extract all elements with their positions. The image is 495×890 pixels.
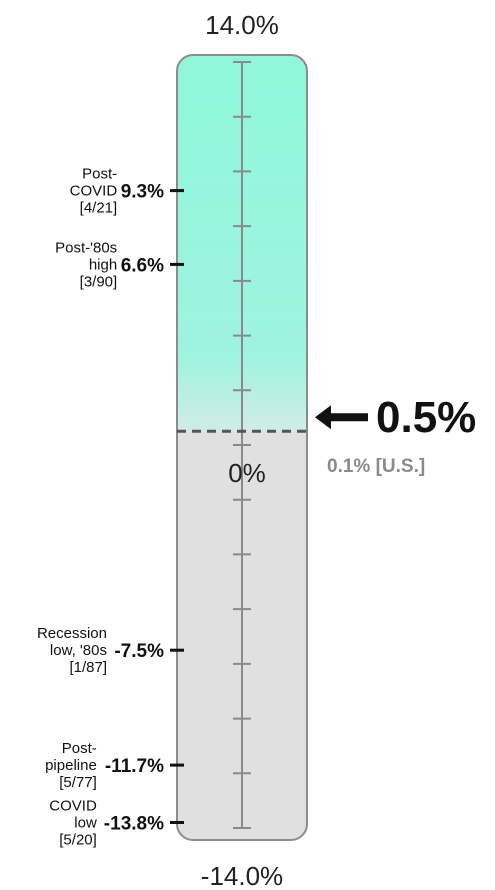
marker-note-line: pipeline: [45, 757, 97, 774]
marker-note-line: [1/87]: [69, 659, 107, 676]
max-label: 14.0%: [205, 10, 279, 40]
gauge-frame: [176, 54, 308, 841]
marker-note-line: [5/77]: [59, 774, 97, 791]
marker-note-line: [4/21]: [80, 200, 118, 217]
marker-note-line: COVID: [49, 798, 97, 815]
marker-note-line: [3/90]: [80, 273, 118, 290]
marker-labels: 9.3%Post-COVID[4/21]6.6%Post-'80shigh[3/…: [37, 166, 184, 849]
current-value-label: 0.5%: [376, 393, 476, 442]
marker-note-line: high: [89, 256, 117, 273]
marker-note-line: low, '80s: [50, 642, 107, 659]
marker-note-line: Recession: [37, 625, 107, 642]
marker-value-label: -13.8%: [104, 814, 164, 835]
marker-note-line: low: [74, 815, 97, 832]
marker-note-line: [5/20]: [59, 832, 97, 849]
marker-note-line: Post-: [62, 740, 97, 757]
marker-value-label: 6.6%: [121, 255, 164, 276]
marker-note-line: Post-: [82, 166, 117, 183]
axis-ticks: [233, 61, 251, 829]
marker-value-label: -7.5%: [114, 641, 164, 662]
marker-note-line: Post-'80s: [55, 239, 117, 256]
zero-label: 0%: [228, 458, 266, 488]
current-arrow: [315, 405, 368, 430]
marker-value-label: 9.3%: [121, 182, 164, 203]
min-label: -14.0%: [201, 861, 283, 890]
marker-value-label: -11.7%: [105, 756, 164, 777]
marker-note-line: COVID: [70, 183, 118, 200]
us-reference-label: 0.1% [U.S.]: [327, 456, 425, 477]
